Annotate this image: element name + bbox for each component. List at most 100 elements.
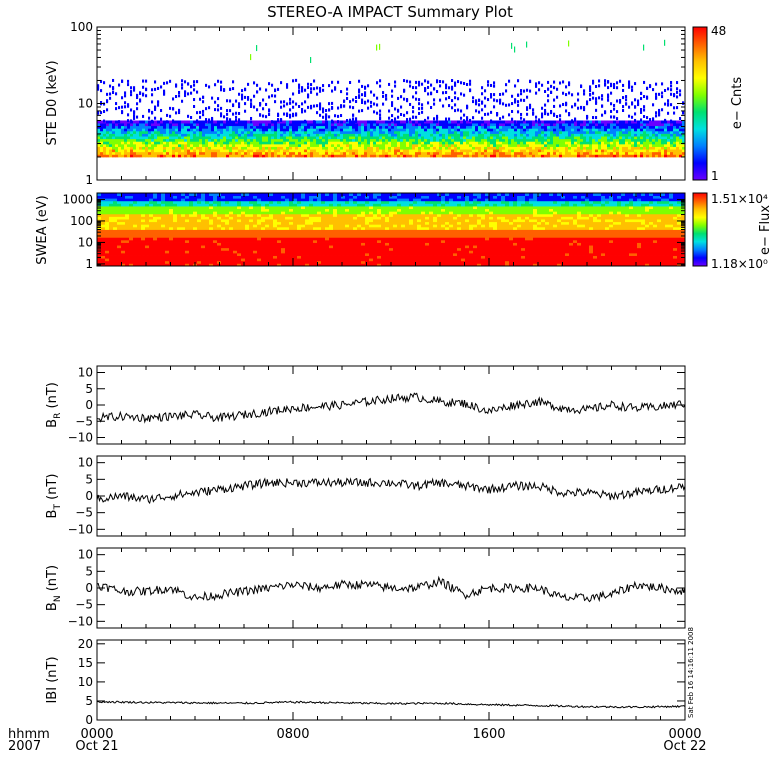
swea-heatmap-cell [257, 245, 262, 249]
ste-heatmap-cell [595, 97, 598, 101]
ste-heatmap-cell [367, 106, 370, 110]
ste-heatmap-cell [670, 154, 674, 158]
ste-heatmap-cell [430, 146, 434, 150]
swea-heatmap-cell [125, 203, 130, 207]
ste-heatmap-cell [343, 128, 347, 132]
ste-heatmap-cell [433, 133, 437, 137]
ste-heatmap-cell [487, 143, 491, 147]
swea-heatmap-cell [153, 213, 158, 217]
ste-heatmap-cell [160, 117, 163, 121]
swea-heatmap-cell [141, 258, 146, 262]
ste-heatmap-cell [436, 133, 440, 137]
ste-heatmap-cell [214, 146, 218, 150]
swea-heatmap-cell [125, 237, 130, 241]
swea-heatmap-cell [117, 258, 122, 262]
ste-heatmap-cell [433, 117, 436, 121]
swea-heatmap-cell [249, 224, 254, 228]
ste-heatmap-cell [397, 146, 401, 150]
swea-heatmap-cell [249, 234, 254, 238]
swea-heatmap-cell [129, 242, 134, 246]
ste-heatmap-cell [475, 128, 479, 132]
ste-heatmap-cell [103, 146, 107, 150]
ste-heatmap-cell [301, 151, 305, 155]
swea-heatmap-cell [129, 263, 134, 266]
swea-heatmap-cell [185, 206, 190, 210]
ste-heatmap-cell [106, 108, 109, 112]
ste-heatmap-cell [661, 143, 665, 147]
swea-heatmap-cell [109, 221, 114, 225]
ste-heatmap-cell [583, 141, 587, 145]
swea-heatmap-cell [101, 203, 106, 207]
ste-heatmap-cell [193, 88, 196, 92]
ste-heatmap-cell [160, 109, 163, 113]
ste-heatmap-cell [280, 138, 284, 142]
ste-heatmap-cell [163, 81, 166, 85]
ste-heatmap-cell [634, 151, 638, 155]
swea-heatmap-cell [257, 232, 262, 236]
ste-heatmap-cell [565, 120, 569, 124]
ste-heatmap-cell [610, 102, 613, 106]
swea-heatmap-cell [105, 203, 110, 207]
ste-heatmap-cell [250, 143, 254, 147]
ste-heatmap-cell [547, 112, 550, 116]
ste-heatmap-cell [295, 123, 299, 127]
ste-heatmap-cell [145, 94, 148, 98]
ste-heatmap-cell [523, 154, 527, 158]
ste-heatmap-cell [646, 141, 650, 145]
ste-heatmap-cell [430, 83, 433, 87]
ste-heatmap-cell [649, 125, 653, 129]
ste-heatmap-cell [415, 141, 419, 145]
ste-heatmap-cell [133, 116, 136, 120]
ste-heatmap-cell [463, 141, 467, 145]
ste-heatmap-cell [667, 102, 670, 106]
ste-heatmap-cell [334, 141, 338, 145]
ste-heatmap-cell [232, 151, 236, 155]
ste-heatmap-cell [109, 92, 112, 96]
ste-heatmap-cell [568, 128, 572, 132]
ste-heatmap-cell [379, 141, 383, 145]
ste-heatmap-cell [277, 151, 281, 155]
ste-heatmap-cell [106, 154, 110, 158]
ste-heatmap-cell [583, 146, 587, 150]
ste-heatmap-cell [145, 141, 149, 145]
swea-heatmap-cell [269, 226, 274, 230]
ste-heatmap-cell [646, 138, 650, 142]
swea-heatmap-cell [153, 234, 158, 238]
ste-heatmap-cell [163, 123, 167, 127]
swea-heatmap-cell [161, 206, 166, 210]
ste-heatmap-cell [682, 149, 685, 153]
swea-heatmap-cell [121, 232, 126, 236]
swea-heatmap-cell [209, 237, 214, 241]
swea-heatmap-cell [117, 195, 122, 199]
ste-heatmap-cell [106, 149, 110, 153]
ste-heatmap-cell [253, 105, 256, 109]
ste-heatmap-cell [595, 130, 599, 134]
ste-heatmap-cell [253, 154, 257, 158]
ste-heatmap-cell [391, 146, 395, 150]
ste-heatmap-cell [403, 133, 407, 137]
ste-heatmap-cell [583, 130, 587, 134]
ste-heatmap-cell [418, 111, 421, 115]
ste-heatmap-cell [388, 151, 392, 155]
ste-heatmap-cell [313, 154, 317, 158]
ste-heatmap-cell [616, 81, 619, 85]
ste-heatmap-cell [301, 130, 305, 134]
ste-heatmap-cell [172, 136, 176, 140]
ste-heatmap-cell [625, 120, 629, 124]
swea-heatmap-cell [129, 252, 134, 256]
ste-heatmap-cell [448, 125, 452, 129]
ste-heatmap-cell [100, 151, 104, 155]
swea-heatmap-cell [113, 211, 118, 215]
ste-heatmap-cell [463, 138, 467, 142]
swea-heatmap-cell [201, 221, 206, 225]
ste-heatmap-cell [442, 146, 446, 150]
ste-heatmap-cell [541, 133, 545, 137]
ste-heatmap-cell [559, 149, 563, 153]
ste-heatmap-cell [634, 128, 638, 132]
swea-heatmap-cell [197, 255, 202, 259]
swea-heatmap-cell [237, 213, 242, 217]
ste-heatmap-cell [619, 123, 623, 127]
ste-heatmap-cell [316, 141, 320, 145]
ste-heatmap-cell [418, 123, 422, 127]
ste-heatmap-cell [478, 120, 482, 124]
